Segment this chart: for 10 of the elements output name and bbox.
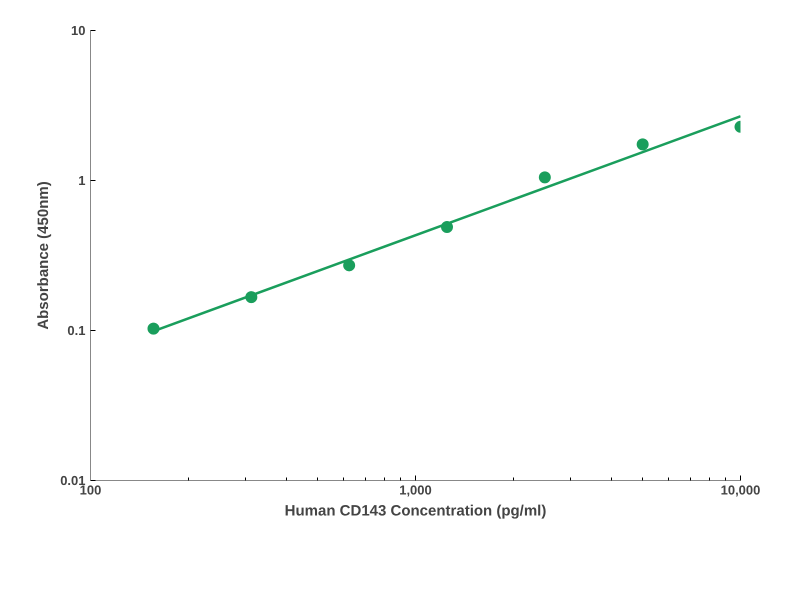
point	[636, 138, 649, 150]
y-tick-label: 10	[71, 23, 86, 38]
y-tick-label: 0.1	[67, 323, 86, 338]
y-tick-label: 1	[78, 173, 86, 188]
x-tick-label: 10,000	[720, 482, 760, 498]
y-axis-title: Absorbance (450nm)	[35, 181, 52, 330]
point	[538, 171, 551, 184]
x-tick-label: 1,000	[399, 482, 432, 498]
x-axis-title: Human CD143 Concentration (pg/ml)	[284, 502, 546, 520]
point	[343, 259, 356, 272]
